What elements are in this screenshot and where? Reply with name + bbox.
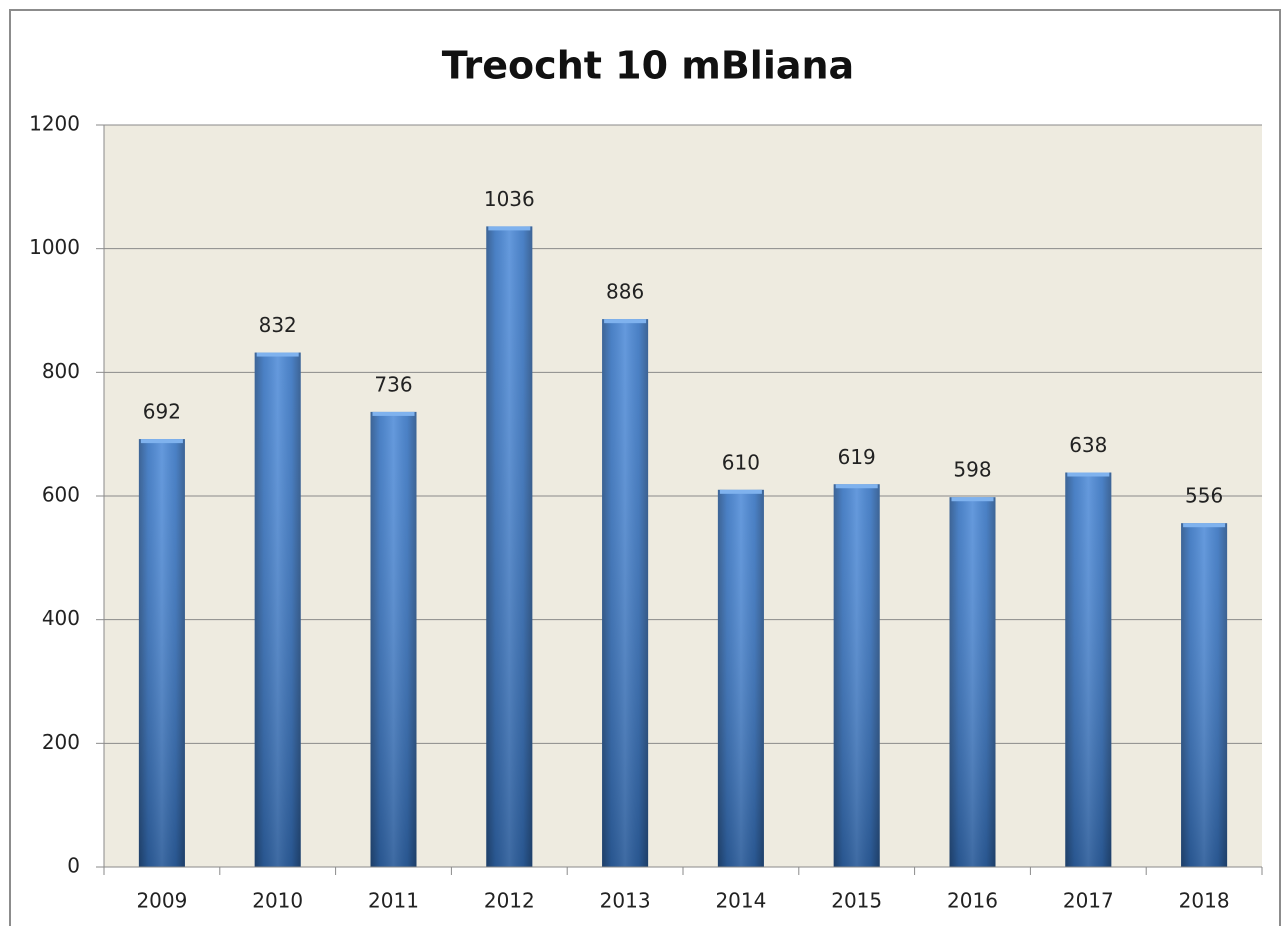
bar-cap [488,226,531,231]
x-tick-label: 2014 [715,889,766,913]
bar-shade [1065,472,1112,867]
bar-cap [256,352,299,357]
bar-shade [138,439,185,867]
bar-shade [833,484,880,867]
x-tick-label: 2017 [1063,889,1114,913]
chart-frame [9,9,1281,926]
x-tick-label: 2016 [947,889,998,913]
bar-cap [372,411,415,416]
data-label: 692 [143,400,181,424]
data-label: 886 [606,280,644,304]
bar-shade [949,497,996,867]
bar-shade [717,489,764,867]
bar-cap [1183,523,1226,528]
y-tick-label: 800 [42,359,80,383]
data-label: 832 [259,313,297,337]
data-label: 736 [374,372,412,396]
bar-shade [602,319,649,867]
x-tick-label: 2012 [484,889,535,913]
data-label: 1036 [484,187,535,211]
data-label: 638 [1069,433,1107,457]
bar-cap [1067,472,1110,477]
data-label: 619 [838,445,876,469]
bar-shade [254,352,301,868]
y-tick-label: 200 [42,730,80,754]
bar-cap [835,484,878,489]
bar-cap [604,319,647,324]
y-tick-label: 400 [42,606,80,630]
bar-shade [486,226,533,867]
x-tick-label: 2015 [831,889,882,913]
y-tick-label: 1200 [29,112,80,136]
bar-shade [370,411,417,867]
data-label: 610 [722,450,760,474]
bar-cap [719,489,762,494]
data-label: 556 [1185,484,1223,508]
bar-shade [1181,523,1228,867]
y-tick-label: 600 [42,483,80,507]
x-tick-label: 2018 [1179,889,1230,913]
x-tick-label: 2009 [136,889,187,913]
x-tick-label: 2013 [600,889,651,913]
bar-cap [140,439,183,444]
data-label: 598 [953,458,991,482]
y-tick-label: 1000 [29,235,80,259]
x-tick-label: 2010 [252,889,303,913]
chart-title: Treocht 10 mBliana [442,44,854,88]
y-tick-label: 0 [67,854,80,878]
x-tick-label: 2011 [368,889,419,913]
bar-cap [951,497,994,502]
